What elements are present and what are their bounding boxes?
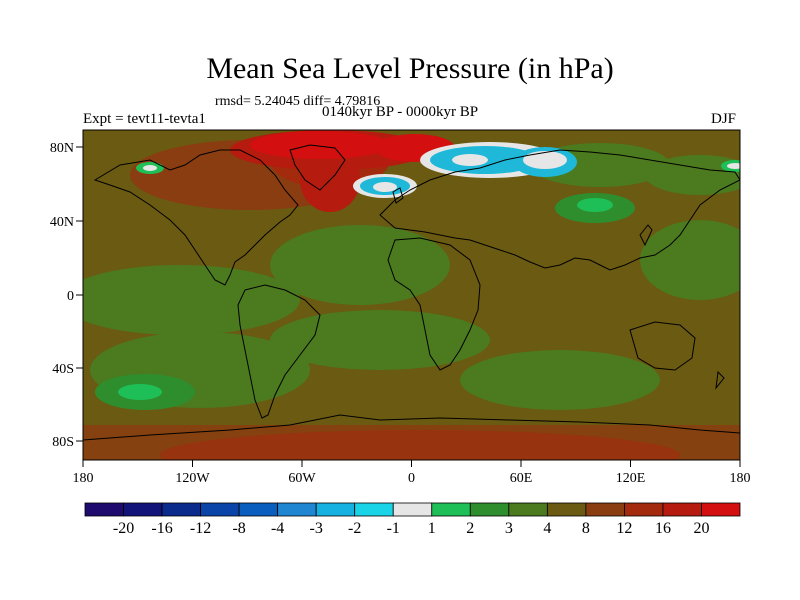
field-patch <box>373 182 397 192</box>
colorbar-swatch <box>200 502 240 517</box>
colorbar-label: -2 <box>348 520 361 537</box>
field-patch <box>270 310 490 370</box>
lat-label-80n: 80N <box>50 141 74 156</box>
coast-africa <box>387 237 481 371</box>
lon-label-60w: 60W <box>288 471 316 486</box>
colorbar-label: -4 <box>271 520 284 537</box>
field-patch <box>250 131 390 159</box>
colorbar-swatch <box>546 502 587 517</box>
colorbar-label: 1 <box>428 520 436 537</box>
colorbar-swatch <box>701 502 741 517</box>
colorbar-swatch <box>315 502 356 517</box>
colorbar-swatch <box>123 502 163 517</box>
colorbar-label: -3 <box>310 520 323 537</box>
lat-label-80s: 80S <box>52 435 74 450</box>
colorbar-swatch <box>277 502 317 517</box>
colorbar-swatch <box>354 502 394 517</box>
field-patch <box>640 220 740 300</box>
colorbar-label: -16 <box>151 520 172 537</box>
field-patch <box>577 198 613 212</box>
colorbar-label: 3 <box>505 520 513 537</box>
field-patch <box>460 350 660 410</box>
colorbar-label: 4 <box>543 520 551 537</box>
coast-europe-asia <box>379 149 740 271</box>
colorbar-swatch <box>508 502 548 517</box>
colorbar-swatch <box>624 502 664 517</box>
field-patch <box>160 430 680 460</box>
colorbar-label: -8 <box>232 520 245 537</box>
lon-label-180e: 180 <box>730 471 751 486</box>
colorbar-swatch <box>392 502 433 517</box>
longitude-axis: 180 120W 60W 0 60E 120E 180 <box>73 460 751 486</box>
lon-label-180w: 180 <box>73 471 94 486</box>
period-label: 0140kyr BP - 0000kyr BP <box>322 104 479 120</box>
lon-label-120w: 120W <box>175 471 210 486</box>
coast-new-zealand <box>715 370 725 390</box>
coast-australia <box>629 321 696 371</box>
colorbar: -20 -16 -12 -8 -4 -3 -2 -1 1 2 3 4 8 12 16 20 <box>84 502 741 537</box>
field-patch <box>645 155 740 195</box>
colorbar-swatch <box>238 502 279 517</box>
colorbar-label: 20 <box>693 520 709 537</box>
colorbar-label: -1 <box>387 520 400 537</box>
colorbar-swatch <box>84 502 124 517</box>
coastlines <box>83 144 740 441</box>
lat-label-40n: 40N <box>50 215 74 230</box>
lon-label-0: 0 <box>408 471 415 486</box>
coast-north-america <box>93 149 299 286</box>
colorbar-swatch <box>469 502 510 517</box>
colorbar-label: -20 <box>113 520 134 537</box>
field-patch <box>83 265 300 335</box>
latitude-axis: 80N 40N 0 40S 80S <box>50 141 83 450</box>
lat-label-0: 0 <box>67 289 74 304</box>
colorbar-swatch <box>161 502 201 517</box>
lon-label-120e: 120E <box>616 471 646 486</box>
colorbar-label: 2 <box>466 520 474 537</box>
field-patch <box>452 154 488 166</box>
colorbar-swatch <box>585 502 625 517</box>
field-patch <box>727 163 740 169</box>
colorbar-label: -12 <box>190 520 211 537</box>
experiment-label: Expt = tevt11-tevta1 <box>83 111 206 127</box>
colorbar-swatch <box>431 502 471 517</box>
lon-label-60e: 60E <box>510 471 533 486</box>
coast-antarctica <box>83 414 740 441</box>
field-patch <box>270 225 450 305</box>
statistics-text: rmsd= 5.24045 diff= 4.79816 <box>215 94 381 109</box>
anomaly-field <box>83 130 740 460</box>
coast-south-america <box>237 284 321 419</box>
field-patch <box>143 165 157 171</box>
field-patch <box>118 384 162 400</box>
colorbar-swatch <box>662 502 702 517</box>
coast-britain <box>392 187 404 204</box>
coast-japan <box>639 224 653 247</box>
colorbar-label: 12 <box>616 520 632 537</box>
field-patch <box>523 151 567 169</box>
colorbar-label: 8 <box>582 520 590 537</box>
colorbar-label: 16 <box>655 520 671 537</box>
season-label: DJF <box>711 111 737 127</box>
lat-label-40s: 40S <box>52 362 74 377</box>
map-title: Mean Sea Level Pressure (in hPa) <box>206 52 614 85</box>
coast-greenland <box>289 144 346 191</box>
